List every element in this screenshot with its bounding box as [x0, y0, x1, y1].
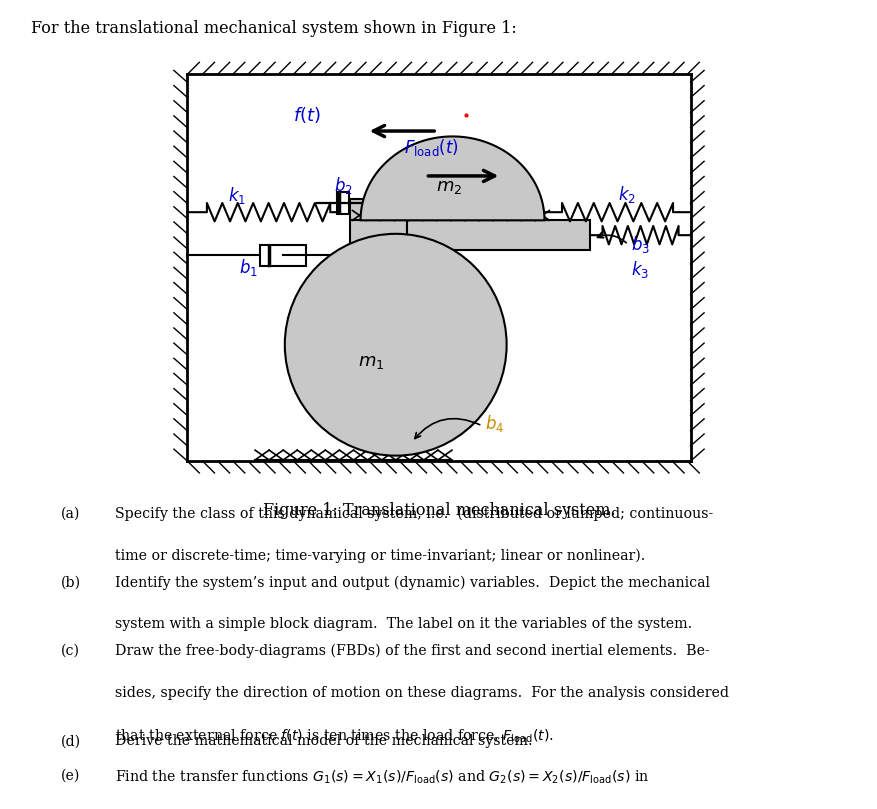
Text: $k_3$: $k_3$ [631, 260, 648, 281]
Text: $b_1$: $b_1$ [239, 256, 258, 277]
Text: $k_1$: $k_1$ [228, 185, 246, 206]
Text: Draw the free-body-diagrams (FBDs) of the first and second inertial elements.  B: Draw the free-body-diagrams (FBDs) of th… [115, 644, 709, 659]
Text: Figure 1: Translational mechanical system.: Figure 1: Translational mechanical syste… [262, 502, 615, 519]
Text: (b): (b) [61, 575, 81, 590]
Text: Derive the mathematical model of the mechanical system.: Derive the mathematical model of the mec… [115, 735, 532, 748]
Text: For the translational mechanical system shown in Figure 1:: For the translational mechanical system … [31, 20, 516, 37]
Text: Find the transfer functions $G_1(s) = X_1(s)/F_{\mathrm{load}}(s)$ and $G_2(s) =: Find the transfer functions $G_1(s) = X_… [115, 769, 649, 786]
Text: that the external force $f(t)$ is ten times the load force, $F_{\mathrm{load}}(t: that the external force $f(t)$ is ten ti… [115, 728, 553, 745]
Text: $f(t)$: $f(t)$ [293, 105, 320, 125]
Bar [406, 220, 590, 250]
Text: $m_2$: $m_2$ [436, 177, 462, 196]
Text: $F_{\mathrm{load}}(t)$: $F_{\mathrm{load}}(t)$ [403, 137, 459, 158]
Bar [260, 244, 305, 266]
Text: Specify the class of this dynamical system, i.e.  (distributed or lumped; contin: Specify the class of this dynamical syst… [115, 507, 713, 521]
Text: (c): (c) [61, 644, 79, 658]
Text: $m_1$: $m_1$ [358, 354, 384, 371]
Bar [349, 199, 406, 345]
Polygon shape [360, 137, 544, 220]
Ellipse shape [284, 234, 506, 455]
Text: (e): (e) [61, 769, 80, 782]
Text: $b_4$: $b_4$ [484, 413, 503, 434]
Text: $k_2$: $k_2$ [617, 184, 635, 205]
Text: system with a simple block diagram.  The label on it the variables of the system: system with a simple block diagram. The … [115, 617, 692, 632]
Text: $b_3$: $b_3$ [631, 234, 649, 255]
Text: sides, specify the direction of motion on these diagrams.  For the analysis cons: sides, specify the direction of motion o… [115, 686, 729, 700]
Bar [337, 193, 348, 214]
Text: time or discrete-time; time-varying or time-invariant; linear or nonlinear).: time or discrete-time; time-varying or t… [115, 549, 645, 563]
Text: (a): (a) [61, 507, 80, 521]
Text: (d): (d) [61, 735, 81, 748]
Text: $b_2$: $b_2$ [333, 175, 352, 196]
Text: Identify the system’s input and output (dynamic) variables.  Depict the mechanic: Identify the system’s input and output (… [115, 575, 709, 590]
